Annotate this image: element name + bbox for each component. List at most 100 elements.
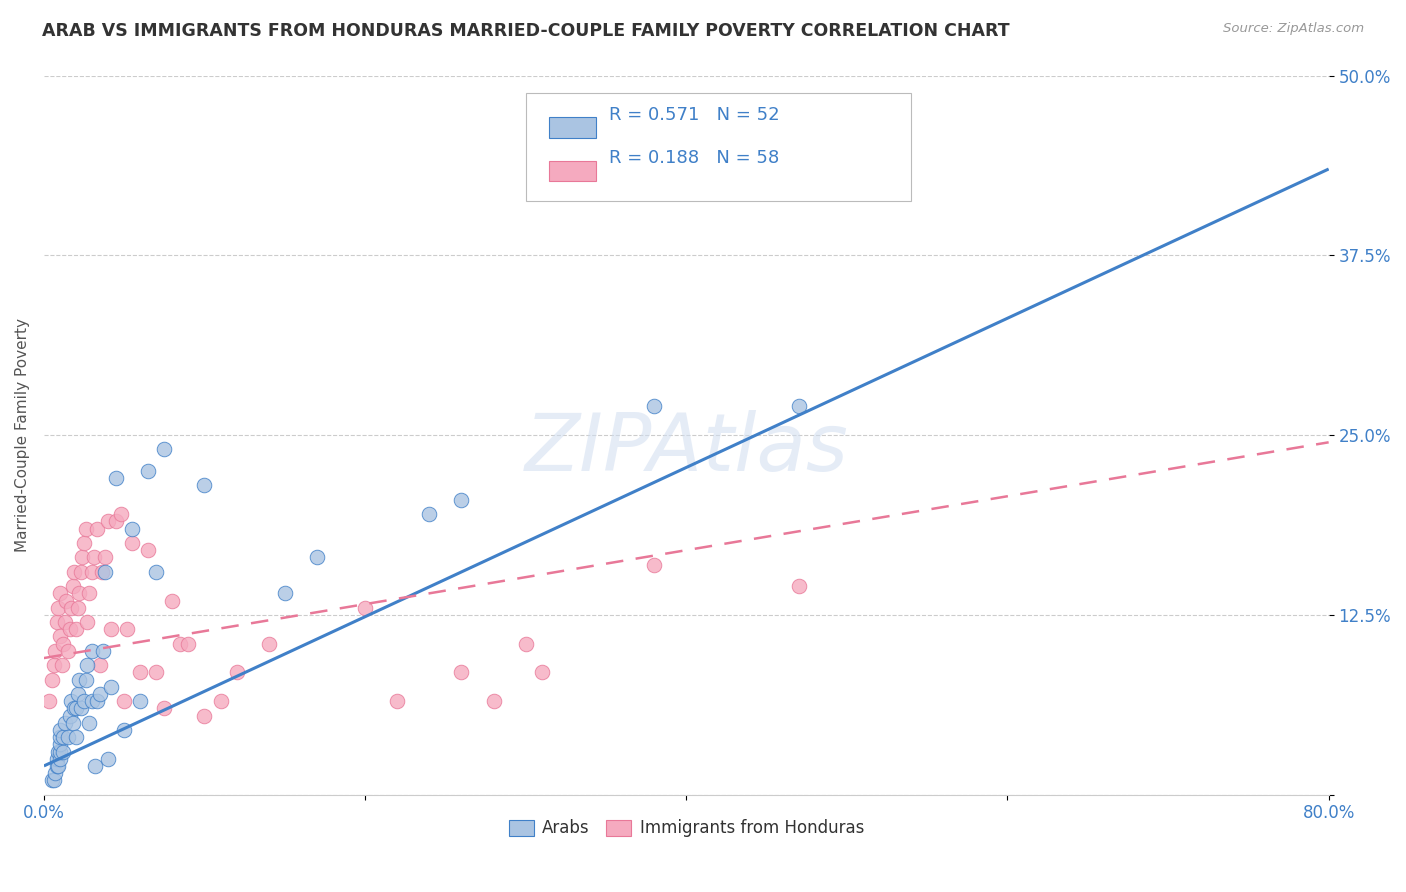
Point (225, 665, 247, 680)
Point (49, 752, 72, 766)
Point (46, 600, 69, 615)
Point (94, 550, 117, 565)
Point (62, 715, 84, 730)
Point (112, 694, 135, 708)
Point (112, 723, 135, 737)
Point (45, 759, 67, 773)
Point (86, 522, 108, 536)
Point (77, 586, 100, 600)
Point (60, 600, 83, 615)
Point (274, 586, 297, 600)
Point (515, 637, 537, 651)
Point (41, 773, 63, 788)
Point (80, 644, 103, 658)
Point (73, 536, 96, 550)
Point (89, 658, 111, 673)
Point (75, 673, 97, 687)
Point (86, 694, 108, 708)
Point (530, 665, 553, 680)
Point (53, 715, 76, 730)
Point (97, 515, 120, 529)
Point (354, 600, 377, 615)
Legend: Arabs, Immigrants from Honduras: Arabs, Immigrants from Honduras (502, 813, 870, 844)
Point (49, 586, 72, 600)
Point (136, 464, 159, 478)
Point (55, 593, 77, 607)
Point (66, 600, 89, 615)
Point (418, 507, 440, 521)
Point (52, 637, 75, 651)
FancyBboxPatch shape (548, 118, 596, 138)
Point (69, 701, 91, 715)
Point (44, 766, 66, 780)
Point (100, 680, 122, 694)
Point (65, 701, 87, 715)
Point (177, 637, 200, 651)
Point (84, 759, 107, 773)
Point (105, 515, 128, 529)
Point (305, 550, 328, 565)
Point (643, 400, 665, 414)
Point (209, 694, 232, 708)
Point (193, 478, 215, 492)
Point (121, 536, 143, 550)
Text: ZIPAtlas: ZIPAtlas (524, 410, 848, 489)
Point (94, 565, 117, 579)
Text: ARAB VS IMMIGRANTS FROM HONDURAS MARRIED-COUPLE FAMILY POVERTY CORRELATION CHART: ARAB VS IMMIGRANTS FROM HONDURAS MARRIED… (42, 22, 1010, 40)
Point (129, 694, 152, 708)
Point (145, 565, 167, 579)
Point (49, 723, 72, 737)
Point (63, 701, 86, 715)
Point (66, 687, 89, 701)
Point (58, 708, 80, 723)
Point (117, 622, 139, 636)
Point (44, 644, 66, 658)
Point (45, 752, 67, 766)
Point (52, 745, 75, 759)
Point (41, 673, 63, 687)
FancyBboxPatch shape (526, 94, 911, 202)
Point (63, 565, 86, 579)
Point (72, 550, 94, 565)
Point (450, 665, 472, 680)
Point (153, 701, 176, 715)
Point (51, 658, 73, 673)
Point (49, 630, 72, 644)
Point (162, 593, 184, 607)
Point (153, 442, 176, 457)
Point (80, 694, 103, 708)
Point (97, 752, 120, 766)
Point (80, 565, 103, 579)
Point (56, 730, 79, 744)
Point (67, 586, 90, 600)
Point (387, 694, 409, 708)
Point (121, 522, 143, 536)
Point (450, 492, 472, 507)
Point (83, 550, 105, 565)
Point (42, 658, 65, 673)
Point (65, 730, 87, 744)
Point (46, 759, 69, 773)
Point (56, 644, 79, 658)
FancyBboxPatch shape (548, 161, 596, 181)
Point (69, 565, 91, 579)
Y-axis label: Married-Couple Family Poverty: Married-Couple Family Poverty (15, 318, 30, 552)
Point (77, 715, 100, 730)
Point (49, 745, 72, 759)
Point (110, 507, 132, 521)
Point (45, 615, 67, 629)
Point (67, 673, 90, 687)
Point (100, 622, 122, 636)
Point (53, 615, 76, 629)
Point (145, 665, 167, 680)
Point (73, 694, 96, 708)
Point (49, 730, 72, 744)
Point (90, 565, 112, 579)
Point (62, 579, 84, 593)
Point (787, 400, 810, 414)
Point (60, 694, 83, 708)
Point (643, 558, 665, 572)
Point (42, 773, 65, 788)
Point (76, 615, 98, 629)
Point (129, 665, 152, 680)
